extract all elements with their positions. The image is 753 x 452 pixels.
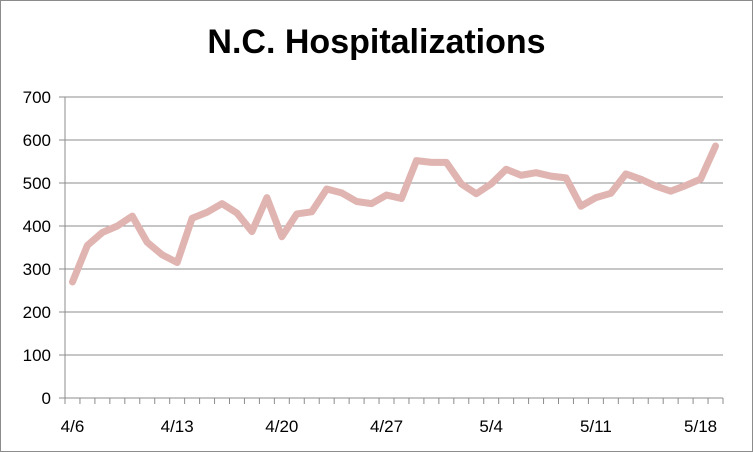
y-tick-label-200: 200 (23, 303, 51, 322)
data-point-27 (473, 191, 479, 197)
data-point-18 (339, 190, 345, 196)
y-tick-label-400: 400 (23, 217, 51, 236)
data-point-38 (638, 176, 644, 182)
data-point-39 (653, 183, 659, 189)
data-point-35 (593, 195, 599, 201)
x-tick-label-5-11: 5/11 (580, 417, 612, 436)
series-line-hospitalizations (68, 142, 720, 286)
data-point-36 (608, 190, 614, 196)
data-point-9 (204, 209, 210, 215)
data-point-20 (369, 201, 375, 207)
data-point-3 (114, 223, 120, 229)
data-point-8 (189, 215, 195, 221)
data-point-33 (563, 175, 569, 181)
x-tick-label-5-4: 5/4 (479, 417, 503, 436)
x-tick-label-4-6: 4/6 (61, 417, 85, 436)
data-point-24 (428, 159, 434, 165)
data-point-7 (174, 260, 180, 266)
y-tick-label-300: 300 (23, 260, 51, 279)
data-point-13 (264, 195, 270, 201)
data-point-32 (548, 173, 554, 179)
data-point-22 (398, 195, 404, 201)
data-point-4 (129, 213, 135, 219)
data-point-17 (324, 186, 330, 192)
data-point-19 (354, 198, 360, 204)
y-tick-label-700: 700 (23, 88, 51, 107)
x-tick-label-4-13: 4/13 (161, 417, 194, 436)
y-tick-label-100: 100 (23, 346, 51, 365)
data-point-42 (698, 176, 704, 182)
data-point-16 (309, 209, 315, 215)
data-point-5 (144, 239, 150, 245)
data-point-14 (279, 234, 285, 240)
data-point-29 (503, 166, 509, 172)
data-point-6 (159, 252, 165, 258)
data-point-1 (84, 242, 90, 248)
data-point-11 (234, 210, 240, 216)
data-point-28 (488, 181, 494, 187)
data-point-31 (533, 170, 539, 176)
data-point-0 (69, 279, 75, 285)
data-point-21 (384, 192, 390, 198)
data-point-43 (713, 143, 719, 149)
data-point-15 (294, 211, 300, 217)
data-point-26 (458, 181, 464, 187)
data-point-10 (219, 201, 225, 207)
y-tick-label-600: 600 (23, 131, 51, 150)
data-point-34 (578, 203, 584, 209)
x-tick-label-4-27: 4/27 (370, 417, 403, 436)
data-point-23 (413, 158, 419, 164)
data-point-2 (99, 229, 105, 235)
data-point-41 (683, 183, 689, 189)
data-point-37 (623, 171, 629, 177)
data-point-12 (249, 229, 255, 235)
data-point-30 (518, 172, 524, 178)
data-point-25 (443, 159, 449, 165)
x-tick-label-5-18: 5/18 (684, 417, 717, 436)
chart-title: N.C. Hospitalizations (207, 23, 546, 61)
x-tick-label-4-20: 4/20 (265, 417, 298, 436)
y-tick-label-0: 0 (42, 389, 51, 408)
data-point-40 (668, 188, 674, 194)
y-tick-label-500: 500 (23, 174, 51, 193)
